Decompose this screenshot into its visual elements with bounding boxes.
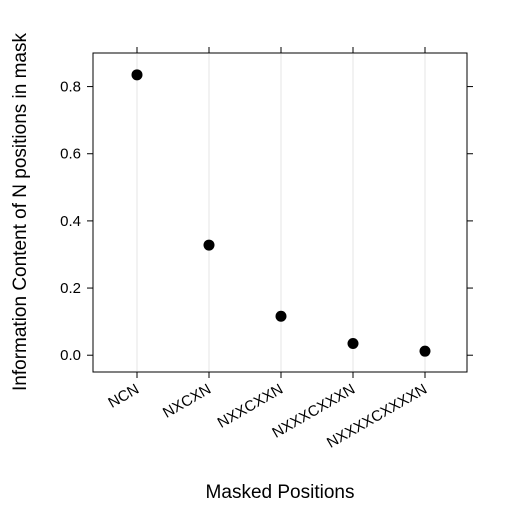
y-axis-title: Information Content of N positions in ma… bbox=[10, 33, 31, 392]
y-tick-label: 0.4 bbox=[60, 213, 81, 230]
y-tick-label: 0.6 bbox=[60, 146, 81, 163]
data-points bbox=[131, 69, 431, 357]
data-point bbox=[419, 345, 431, 357]
y-tick-label: 0.0 bbox=[60, 347, 81, 364]
plot-frame bbox=[92, 52, 468, 373]
data-point bbox=[131, 69, 143, 81]
x-tick-label: NCN bbox=[105, 381, 142, 412]
y-tick-label: 0.2 bbox=[60, 280, 81, 297]
x-axis-title: Masked Positions bbox=[206, 482, 355, 503]
grid-layer bbox=[136, 54, 426, 371]
data-point bbox=[275, 310, 287, 322]
y-axis: 0.0 0.2 0.4 0.6 0.8 bbox=[60, 79, 473, 364]
data-point bbox=[347, 337, 359, 349]
data-point bbox=[203, 239, 215, 251]
x-tick-label: NXCXN bbox=[160, 381, 214, 422]
y-tick-label: 0.8 bbox=[60, 79, 81, 96]
